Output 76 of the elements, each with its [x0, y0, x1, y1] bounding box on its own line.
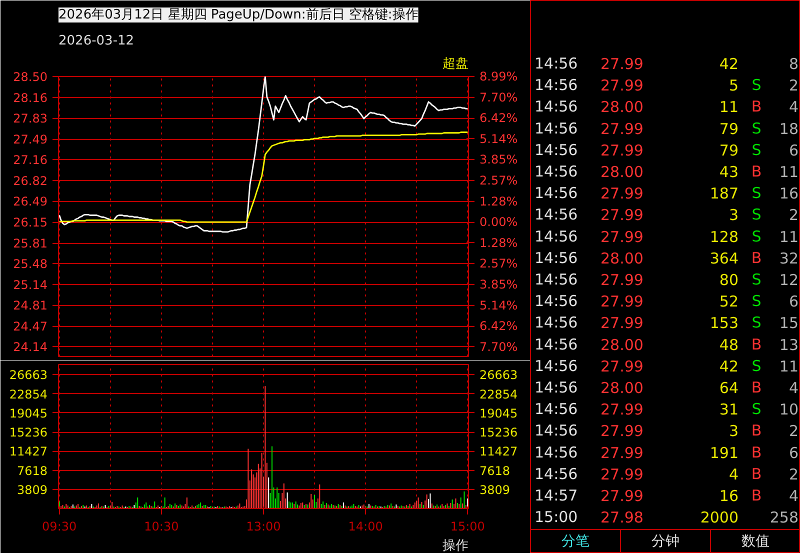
text: 超盘: [442, 56, 468, 72]
y2-tick-label: 6.42%: [480, 111, 518, 126]
y2-tick-label: 2.57%: [480, 173, 518, 188]
y-tick-label: 26.49: [13, 194, 48, 209]
category-label: 分笔: [562, 534, 590, 550]
text: 14:57 27.99 16 B 4: [534, 486, 799, 505]
y-tick-label: 25.14: [13, 278, 48, 292]
text: 14:56 27.99 187 S 16: [534, 184, 799, 203]
y2-tick-label: 5.14%: [480, 298, 518, 312]
x-tick-label: 09:30: [42, 520, 77, 534]
y-tick-label: 7618: [16, 464, 48, 478]
text: 操作: [442, 538, 468, 553]
y2-tick-label: 7.70%: [480, 340, 518, 354]
y-tick-label: 25.81: [13, 236, 48, 251]
y-tick-label: 26663: [9, 368, 48, 382]
y-tick-label: 24.14: [13, 340, 48, 354]
y-tick-label: 27.16: [13, 153, 48, 168]
x-tick-label: 10:30: [144, 520, 179, 534]
text: 15:00 27.98 2000 258: [534, 508, 799, 527]
y-tick-label: 25.48: [13, 257, 48, 272]
y2-tick-label: 26663: [480, 368, 518, 382]
y-tick-label: 27.83: [13, 112, 48, 126]
text: 14:56 27.99 79 S 18: [534, 119, 799, 138]
y2-tick-label: 22854: [480, 387, 518, 402]
y2-tick-label: 3.85%: [480, 277, 518, 292]
text: 14:56 28.00 11 B 4: [534, 98, 799, 116]
y2-tick-label: 5.14%: [480, 132, 518, 146]
y2-tick-label: 11427: [480, 444, 518, 459]
x-tick-label: 13:00: [246, 520, 281, 534]
y2-tick-label: 7.70%: [480, 90, 518, 104]
chart-title: 2026年03月12日 星期四 PageUp/Down:前后日 空格键:操作: [58, 8, 418, 22]
text: 14:56 27.99 42 S 11: [534, 356, 799, 376]
text: 14:56 27.99 3 B 2: [534, 422, 799, 440]
text: 14:56 27.99 52 S 6: [534, 292, 799, 311]
text: 14:56 27.99 128 S 11: [534, 227, 799, 246]
text: 14:56 28.00 364 B 32: [534, 248, 799, 268]
text: 14:56 27.99 31 S 10: [534, 400, 799, 419]
chart-subtitle: 2026-03-12: [58, 34, 134, 48]
y2-tick-label: 1.28%: [480, 236, 518, 250]
y2-tick-label: 15236: [480, 426, 518, 440]
text: 14:56 27.99 79 S 6: [534, 140, 799, 160]
y-tick-label: 19045: [9, 406, 48, 420]
y-tick-label: 27.49: [13, 132, 48, 147]
y2-tick-label: 19045: [480, 406, 518, 420]
text: 14:56 27.99 4 B 2: [534, 464, 799, 484]
y-tick-label: 3809: [16, 482, 48, 497]
text: 14:56 28.00 43 B 11: [534, 162, 799, 181]
text: 14:56 27.99 5 S 2: [534, 76, 799, 95]
y2-tick-label: 0.00%: [480, 215, 518, 230]
y2-tick-label: 7618: [480, 464, 510, 478]
category-label: 数值: [742, 534, 770, 550]
y-tick-label: 15236: [9, 426, 48, 440]
text: 14:56 28.00 48 B 13: [534, 335, 799, 354]
y-tick-label: 28.16: [13, 91, 48, 106]
y-tick-label: 24.47: [13, 320, 48, 334]
text: 14:56 27.99 191 B 6: [534, 443, 799, 462]
y2-tick-label: 8.99%: [480, 70, 518, 84]
text: 14:56 27.99 3 S 2: [534, 206, 799, 224]
y-tick-label: 28.50: [13, 70, 48, 84]
text: 14:56 27.99 42 8: [534, 54, 799, 73]
y2-tick-label: 1.28%: [480, 194, 518, 208]
text: 14:56 27.99 80 S 12: [534, 270, 799, 289]
y-tick-label: 11427: [9, 444, 48, 459]
y-tick-label: 24.81: [13, 298, 48, 313]
y-tick-label: 26.82: [13, 174, 48, 188]
y2-tick-label: 2.57%: [480, 256, 518, 271]
y2-tick-label: 6.42%: [480, 319, 518, 334]
y-tick-label: 26.15: [13, 216, 48, 230]
y2-tick-label: 3809: [480, 482, 510, 497]
x-tick-label: 15:00: [450, 520, 485, 534]
text: 14:56 28.00 64 B 4: [534, 378, 799, 397]
category-label: 分钟: [652, 534, 680, 550]
y2-tick-label: 3.85%: [480, 152, 518, 167]
y-tick-label: 22854: [9, 387, 48, 402]
text: 14:56 27.99 153 S 15: [534, 314, 799, 332]
x-tick-label: 14:00: [348, 520, 383, 534]
